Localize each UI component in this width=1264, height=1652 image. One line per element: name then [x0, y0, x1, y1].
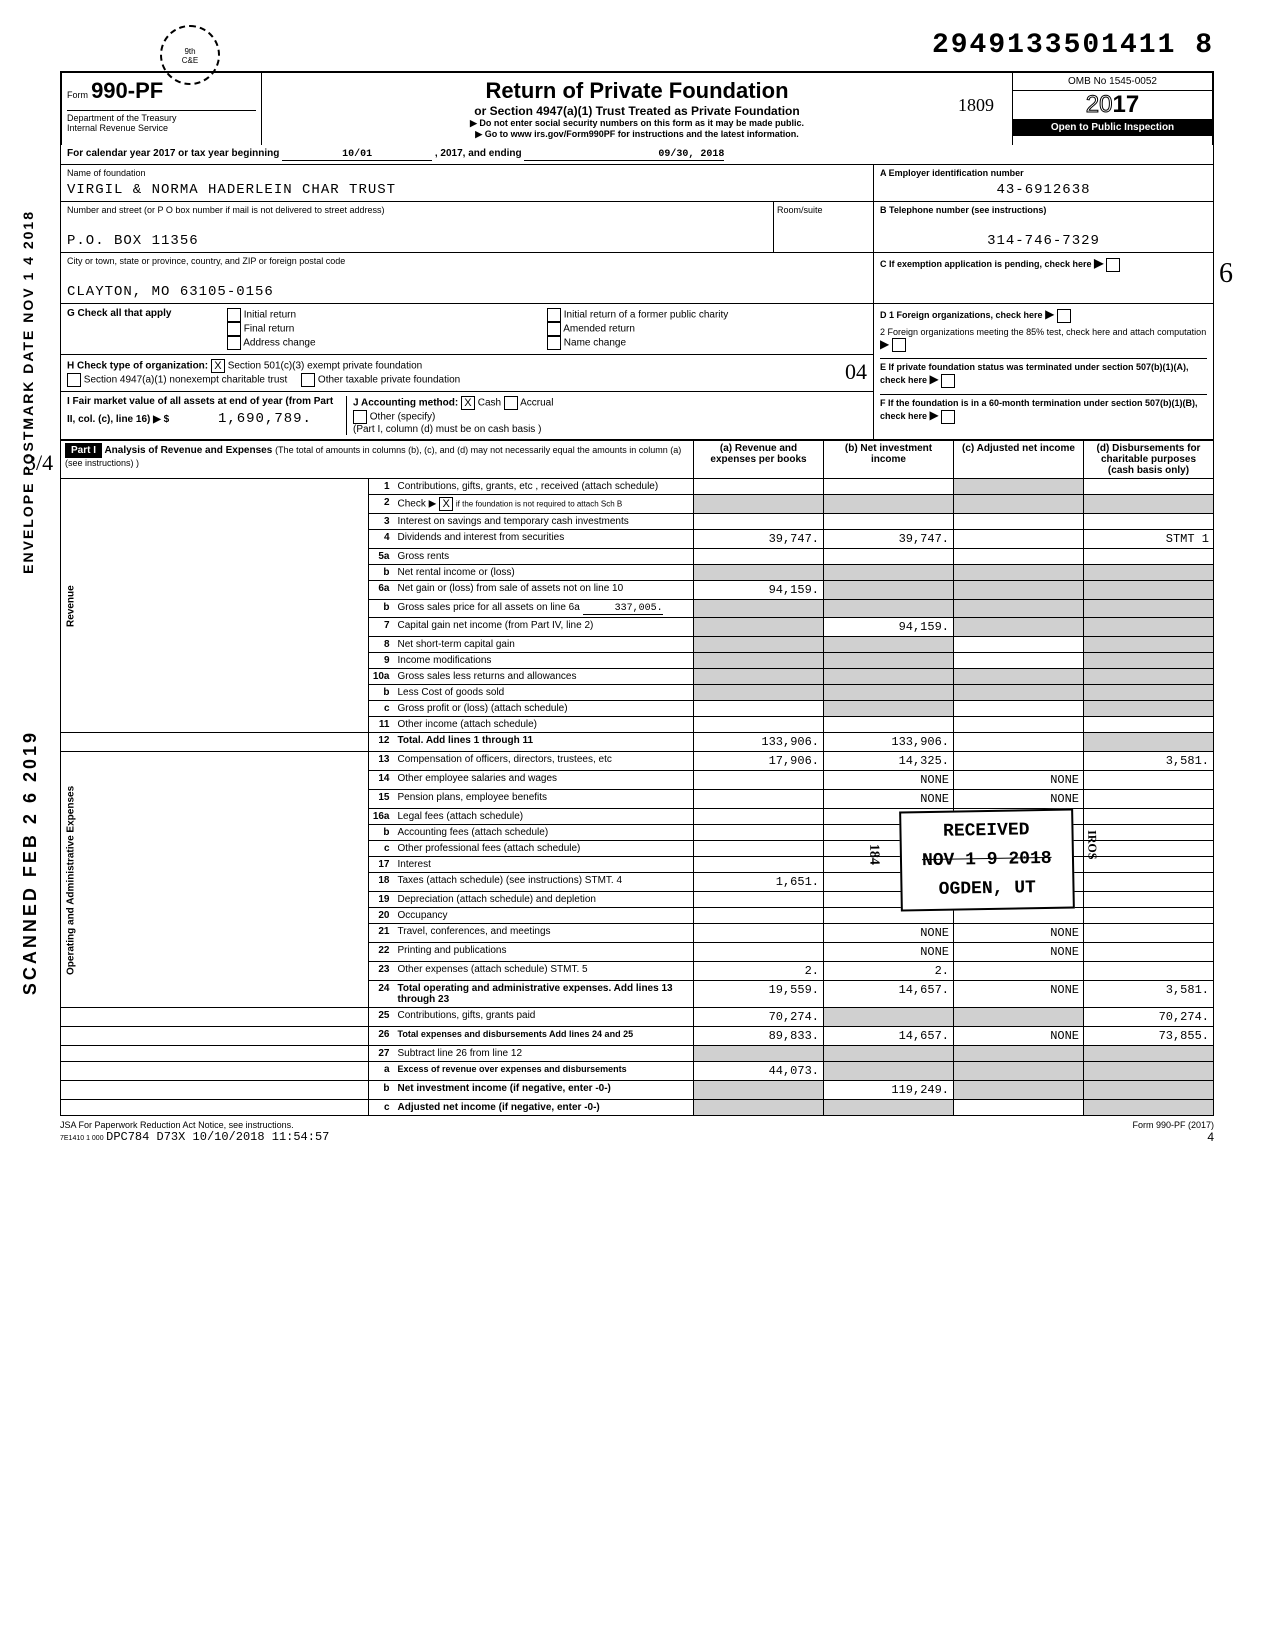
ssn-warning: ▶ Do not enter social security numbers o… [267, 118, 1007, 129]
section-i-j: I Fair market value of all assets at end… [60, 392, 874, 440]
form-header: Form 990-PF Department of the Treasury I… [60, 71, 1214, 145]
postmark-stamp: ENVELOPE POSTMARK DATE NOV 1 4 2018 [20, 210, 36, 574]
form-prefix: Form [67, 90, 88, 100]
foundation-name: VIRGIL & NORMA HADERLEIN CHAR TRUST [67, 178, 867, 198]
omb-number: OMB No 1545-0052 [1013, 73, 1212, 91]
calendar-year-row: For calendar year 2017 or tax year begin… [60, 145, 1214, 165]
handwritten-6: 6 [1219, 258, 1233, 290]
checkbox-terminated[interactable] [941, 374, 955, 388]
ein-label: A Employer identification number [880, 168, 1207, 178]
tax-year: 20201717 [1013, 91, 1212, 119]
col-c-header: (c) Adjusted net income [954, 441, 1084, 479]
footer: JSA For Paperwork Reduction Act Notice, … [60, 1120, 1214, 1144]
checkbox-60month[interactable] [941, 410, 955, 424]
goto-link: ▶ Go to www irs.gov/Form990PF for instru… [267, 129, 1007, 140]
checkbox-amended[interactable] [547, 322, 561, 336]
main-title: Return of Private Foundation [267, 78, 1007, 104]
part1-table: Part I Analysis of Revenue and Expenses … [60, 440, 1214, 1116]
checkbox-foreign[interactable] [1057, 309, 1071, 323]
address: P.O. BOX 11356 [67, 215, 767, 249]
received-stamp: RECEIVED NOV 1 9 2018 OGDEN, UT 184 IROS [900, 808, 1075, 911]
room-suite-label: Room/suite [773, 202, 873, 252]
checkbox-name-change[interactable] [547, 336, 561, 350]
part1-label: Part I [65, 443, 102, 458]
circle-stamp: 9thC&E [160, 25, 220, 85]
checkbox-schb[interactable]: X [439, 497, 453, 511]
name-label: Name of foundation [67, 168, 867, 178]
d2-label: 2 Foreign organizations meeting the 85% … [880, 327, 1207, 353]
col-a-header: (a) Revenue and expenses per books [694, 441, 824, 479]
ein-value: 43-6912638 [880, 178, 1207, 198]
section-g: G Check all that apply Initial return Fi… [60, 304, 874, 355]
section-h: H Check type of organization: X Section … [60, 355, 874, 392]
irs-label: Internal Revenue Service [67, 123, 256, 133]
fmv-value: 1,690,789. [172, 407, 312, 427]
checkbox-initial-former[interactable] [547, 308, 561, 322]
document-id: 2949133501411 8 [60, 30, 1214, 61]
handwritten-34: 3/4 [25, 450, 53, 476]
checkbox-85test[interactable] [892, 338, 906, 352]
checkbox-4947[interactable] [67, 373, 81, 387]
checkbox-other-taxable[interactable] [301, 373, 315, 387]
checkbox-other-method[interactable] [353, 410, 367, 424]
city-state-zip: CLAYTON, MO 63105-0156 [67, 266, 867, 300]
col-d-header: (d) Disbursements for charitable purpose… [1084, 441, 1214, 479]
form-number: 990-PF [91, 78, 163, 103]
col-b-header: (b) Net investment income [824, 441, 954, 479]
city-label: City or town, state or province, country… [67, 256, 867, 266]
addr-label: Number and street (or P O box number if … [67, 205, 767, 215]
dept-label: Department of the Treasury [67, 113, 256, 123]
checkbox-final[interactable] [227, 322, 241, 336]
d-label: D 1 Foreign organizations, check here ▶ [880, 307, 1207, 323]
handwritten-1809: 1809 [958, 95, 994, 116]
checkbox-address[interactable] [227, 336, 241, 350]
subtitle: or Section 4947(a)(1) Trust Treated as P… [267, 104, 1007, 118]
checkbox-initial[interactable] [227, 308, 241, 322]
phone-label: B Telephone number (see instructions) [880, 205, 1207, 215]
opex-side-label: Operating and Administrative Expenses [61, 752, 369, 1008]
phone-value: 314-746-7329 [880, 215, 1207, 249]
checkbox-accrual[interactable] [504, 396, 518, 410]
c-label: C If exemption application is pending, c… [880, 256, 1207, 272]
f-label: F If the foundation is in a 60-month ter… [880, 394, 1207, 424]
public-inspection: Open to Public Inspection [1013, 119, 1212, 136]
handwritten-04: 04 [845, 359, 867, 385]
e-label: E If private foundation status was termi… [880, 358, 1207, 388]
scanned-stamp: SCANNED FEB 2 6 2019 [20, 730, 41, 995]
checkbox-501c3[interactable]: X [211, 359, 225, 373]
revenue-side-label: Revenue [61, 479, 369, 733]
checkbox-cash[interactable]: X [461, 396, 475, 410]
